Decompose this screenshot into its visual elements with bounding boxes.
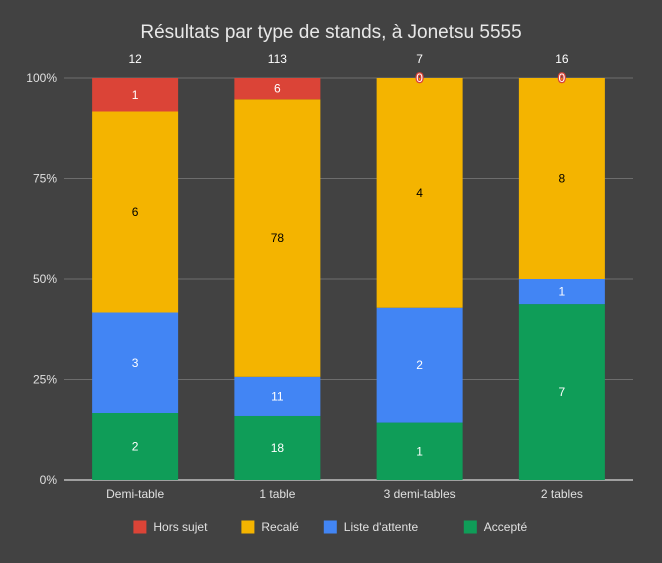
y-tick-label: 75% xyxy=(33,172,57,186)
x-tick-label: 2 tables xyxy=(541,487,583,501)
total-label: 7 xyxy=(416,52,423,66)
data-label: 1 xyxy=(132,88,139,102)
legend-label: Liste d'attente xyxy=(344,520,419,534)
data-label: 2 xyxy=(416,358,423,372)
legend-swatch xyxy=(241,520,255,534)
data-label: 18 xyxy=(271,441,285,455)
legend-label: Hors sujet xyxy=(153,520,208,534)
y-tick-label: 100% xyxy=(26,71,57,85)
data-label: 4 xyxy=(416,186,423,200)
total-label: 12 xyxy=(128,52,142,66)
data-label: 2 xyxy=(132,440,139,454)
data-label: 6 xyxy=(132,205,139,219)
bar-segment xyxy=(234,415,321,480)
bar-segment xyxy=(376,78,463,308)
bar-segment xyxy=(518,279,605,305)
data-label: 78 xyxy=(271,231,285,245)
x-tick-label: 3 demi-tables xyxy=(384,487,456,501)
bar-segment xyxy=(234,99,321,377)
data-label: 7 xyxy=(559,385,566,399)
bar-segment xyxy=(234,376,321,416)
legend-label: Recalé xyxy=(261,520,299,534)
legend: Hors sujet Recalé Liste d'attente Accepté xyxy=(133,520,527,534)
data-label: 8 xyxy=(559,172,566,186)
bar-segment xyxy=(518,78,605,279)
x-axis: Demi-table 1 table 3 demi-tables 2 tables xyxy=(106,487,583,501)
legend-swatch xyxy=(463,520,477,534)
total-label: 113 xyxy=(268,52,287,66)
bar-segment xyxy=(376,307,463,423)
x-tick-label: Demi-table xyxy=(106,487,164,501)
total-label: 16 xyxy=(555,52,569,66)
y-tick-label: 25% xyxy=(33,373,57,387)
bar-segment xyxy=(92,78,179,112)
bar-segment xyxy=(376,422,463,480)
data-label: 1 xyxy=(559,285,566,299)
data-label: 6 xyxy=(274,82,281,96)
legend-swatch xyxy=(133,520,147,534)
y-axis: 0% 25% 50% 75% 100% xyxy=(26,71,57,487)
data-label: 11 xyxy=(271,389,284,403)
bar-segment xyxy=(92,312,179,413)
bar-segment xyxy=(92,111,179,313)
data-label: 3 xyxy=(132,356,139,370)
data-label: 0 xyxy=(416,71,423,85)
bar-segment xyxy=(234,78,321,100)
bar-segment xyxy=(92,413,179,480)
x-tick-label: 1 table xyxy=(259,487,295,501)
y-tick-label: 50% xyxy=(33,272,57,286)
legend-swatch xyxy=(323,520,337,534)
bars xyxy=(92,78,605,480)
bar-segment xyxy=(518,304,605,480)
legend-label: Accepté xyxy=(484,520,528,534)
y-tick-label: 0% xyxy=(40,473,58,487)
data-label: 1 xyxy=(416,444,423,458)
data-label: 0 xyxy=(559,71,566,85)
chart-title: Résultats par type de stands, à Jonetsu … xyxy=(140,22,521,43)
